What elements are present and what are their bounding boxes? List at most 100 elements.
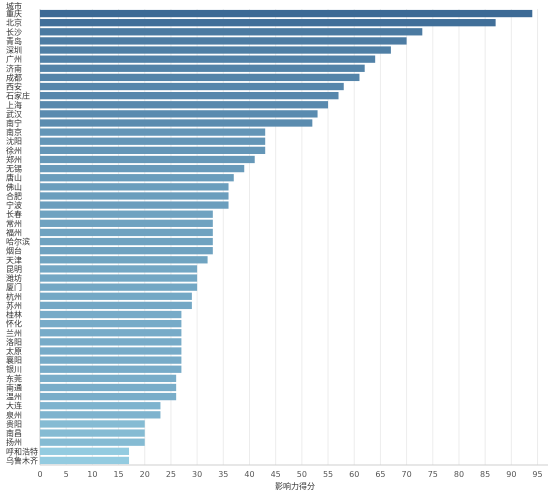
bar-西安	[40, 82, 344, 91]
category-label-兰州: 兰州	[6, 328, 22, 338]
x-tick-label-95: 95	[532, 470, 542, 479]
category-label-南京: 南京	[6, 127, 22, 137]
bar-福州	[40, 228, 213, 237]
bar-南宁	[40, 119, 313, 127]
category-label-银川: 银川	[6, 364, 22, 374]
bar-厦门	[40, 283, 198, 291]
bar-武汉	[40, 110, 318, 118]
bar-襄阳	[40, 356, 182, 364]
category-label-南通: 南通	[6, 382, 22, 392]
category-label-昆明: 昆明	[6, 265, 22, 274]
category-label-佛山: 佛山	[6, 182, 22, 192]
category-label-呼和浩特: 呼和浩特	[6, 446, 38, 456]
category-label-怀化: 怀化	[6, 319, 22, 329]
category-label-洛阳: 洛阳	[6, 337, 22, 347]
x-tick-label-25: 25	[166, 470, 176, 479]
bar-贵阳	[40, 420, 145, 428]
category-label-无锡: 无锡	[6, 165, 22, 174]
bar-常州	[40, 219, 213, 227]
x-tick-label-65: 65	[375, 470, 385, 479]
x-tick-label-40: 40	[244, 470, 254, 479]
bar-太原	[40, 347, 182, 355]
x-tick-label-10: 10	[87, 470, 97, 479]
category-label-天津: 天津	[6, 255, 22, 265]
x-tick-label-50: 50	[297, 470, 307, 479]
bar-成都	[40, 73, 360, 82]
category-label-贵阳: 贵阳	[6, 419, 22, 429]
bar-南通	[40, 383, 177, 392]
category-label-唐山: 唐山	[6, 173, 22, 183]
x-tick-label-45: 45	[271, 470, 281, 479]
category-label-烟台: 烟台	[6, 246, 22, 256]
category-label-哈尔滨: 哈尔滨	[6, 237, 30, 247]
bar-杭州	[40, 292, 192, 300]
category-label-福州: 福州	[6, 228, 22, 237]
bar-唐山	[40, 174, 234, 182]
bar-广州	[40, 55, 376, 63]
category-labels: 重庆北京长沙青岛深圳广州济南成都西安石家庄上海武汉南宁南京沈阳徐州郑州无锡唐山佛…	[6, 9, 38, 466]
category-label-长沙: 长沙	[6, 27, 22, 37]
bar-北京	[40, 19, 496, 27]
category-label-合肥: 合肥	[6, 191, 22, 201]
category-label-东莞: 东莞	[6, 373, 22, 383]
category-label-苏州: 苏州	[6, 300, 22, 310]
bar-郑州	[40, 155, 255, 164]
bar-银川	[40, 365, 182, 373]
bar-烟台	[40, 247, 213, 255]
category-label-南昌: 南昌	[6, 428, 22, 438]
bar-天津	[40, 256, 208, 264]
bar-泉州	[40, 411, 161, 419]
bar-济南	[40, 64, 365, 72]
category-label-上海: 上海	[6, 100, 22, 110]
bar-徐州	[40, 146, 266, 155]
category-label-宁波: 宁波	[6, 200, 22, 210]
bar-合肥	[40, 192, 229, 200]
bar-大连	[40, 402, 161, 410]
bar-桂林	[40, 310, 182, 319]
bar-无锡	[40, 164, 245, 173]
bar-东莞	[40, 374, 177, 383]
category-label-南宁: 南宁	[6, 118, 22, 128]
category-label-厦门: 厦门	[6, 282, 22, 292]
x-tick-label-30: 30	[192, 470, 202, 479]
category-label-大连: 大连	[6, 401, 22, 411]
category-label-桂林: 桂林	[6, 310, 22, 320]
category-label-济南: 济南	[6, 63, 22, 73]
bar-扬州	[40, 438, 145, 446]
bar-上海	[40, 101, 329, 109]
bar-石家庄	[40, 91, 339, 100]
bar-洛阳	[40, 338, 182, 346]
bar-重庆	[40, 9, 533, 18]
bar-苏州	[40, 301, 192, 310]
category-label-泉州: 泉州	[6, 410, 22, 420]
category-label-西安: 西安	[6, 82, 22, 92]
category-label-温州: 温州	[6, 393, 22, 402]
category-label-潍坊: 潍坊	[6, 273, 22, 283]
category-label-重庆: 重庆	[6, 9, 22, 19]
category-label-徐州: 徐州	[6, 145, 22, 155]
x-tick-label-15: 15	[113, 470, 123, 479]
x-tick-label-90: 90	[506, 470, 516, 479]
bar-南昌	[40, 429, 145, 437]
bar-潍坊	[40, 274, 198, 282]
x-tick-label-20: 20	[140, 470, 150, 479]
category-label-扬州: 扬州	[6, 437, 22, 447]
category-label-成都: 成都	[6, 72, 22, 82]
category-label-广州: 广州	[6, 54, 22, 64]
bar-呼和浩特	[40, 447, 130, 455]
category-label-北京: 北京	[6, 18, 22, 28]
category-label-青岛: 青岛	[6, 36, 22, 46]
x-tick-label-5: 5	[64, 470, 69, 479]
x-tick-label-0: 0	[37, 470, 42, 479]
category-label-乌鲁木齐: 乌鲁木齐	[6, 455, 38, 465]
x-tick-label-80: 80	[454, 470, 464, 479]
bar-沈阳	[40, 137, 266, 145]
category-label-杭州: 杭州	[6, 291, 22, 301]
x-axis-title: 影响力得分	[275, 481, 315, 491]
bar-青岛	[40, 37, 407, 45]
category-label-沈阳: 沈阳	[6, 136, 22, 146]
bar-昆明	[40, 265, 198, 273]
bar-南京	[40, 128, 266, 136]
bar-长春	[40, 210, 213, 218]
